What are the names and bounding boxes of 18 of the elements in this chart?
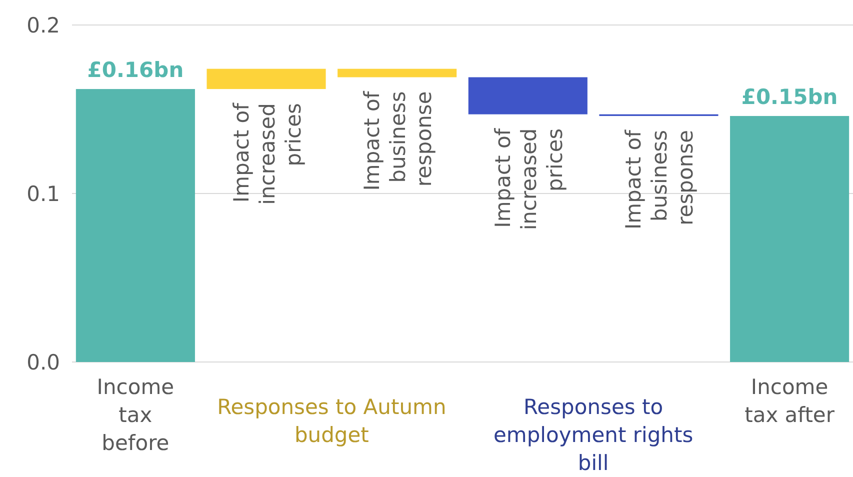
y-tick-label: 0.0 xyxy=(26,350,60,374)
y-tick-label: 0.2 xyxy=(26,13,60,38)
bar xyxy=(730,116,850,362)
text: Responses to Autumn budget xyxy=(217,395,446,447)
bar xyxy=(468,77,588,114)
x-tick-label: Impact of business response xyxy=(360,90,436,191)
bar xyxy=(206,68,326,90)
data-label: £0.16bn xyxy=(87,58,184,82)
text: Responses to employment rights bill xyxy=(493,395,694,475)
data-label: £0.15bn xyxy=(741,84,838,109)
x-tick-label: Impact of increased prices xyxy=(490,128,567,230)
y-tick-label: 0.1 xyxy=(26,182,60,206)
bar xyxy=(76,89,195,362)
x-tick-label: Impact of business response xyxy=(622,129,698,230)
bar xyxy=(338,68,457,78)
x-tick-label: Income tax before xyxy=(96,375,174,455)
x-tick-label: Income tax after xyxy=(744,375,835,427)
x-tick-label: Impact of increased prices xyxy=(229,102,306,205)
